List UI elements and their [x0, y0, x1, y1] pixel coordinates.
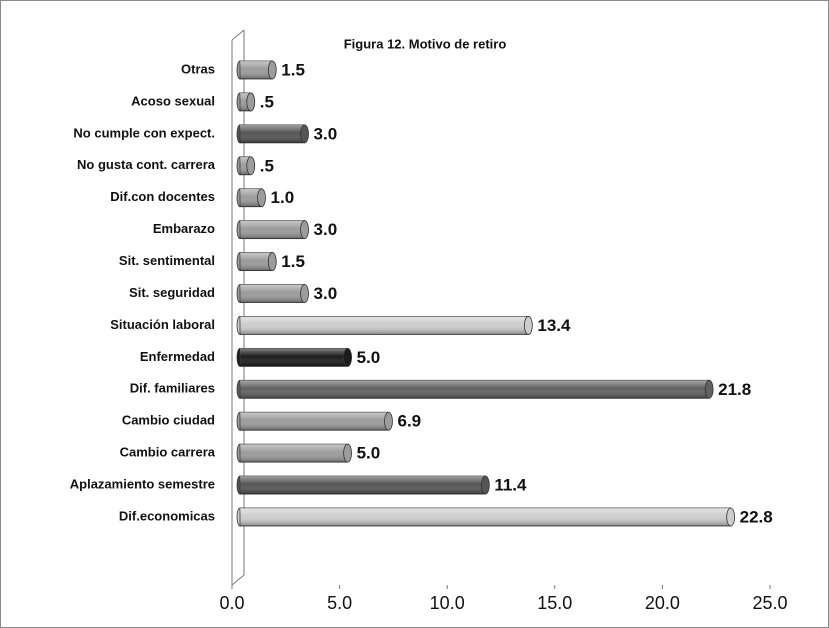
bar-cap [300, 124, 309, 144]
y-tick-label: Embarazo [153, 221, 215, 236]
bar-cap [300, 220, 309, 240]
wall [231, 29, 245, 586]
y-tick-label: No cumple con expect. [73, 125, 215, 140]
y-tick-label: Cambio ciudad [122, 413, 215, 428]
x-tick-label: 15.0 [537, 593, 572, 613]
bar-cap [384, 411, 393, 431]
bar-shade [240, 316, 529, 335]
value-label: 5.0 [357, 444, 381, 463]
value-label: 13.4 [537, 316, 571, 335]
bar-shade [240, 156, 251, 175]
value-label: 1.5 [281, 252, 305, 271]
value-label: 3.0 [314, 124, 338, 143]
value-label: .5 [260, 156, 274, 175]
bar-cap [343, 347, 353, 367]
bar-shade [240, 124, 305, 143]
y-tick-label: Otras [181, 61, 215, 76]
bar-shade [240, 188, 262, 207]
bar-shade [240, 412, 389, 431]
value-label: 22.8 [740, 507, 773, 526]
y-tick-label: Acoso sexual [131, 93, 215, 108]
bar-cap [246, 156, 256, 176]
bar-shade [240, 284, 305, 303]
value-label: 3.0 [314, 220, 338, 239]
value-label: 1.0 [271, 188, 295, 207]
y-tick-label: Sit. seguridad [129, 285, 215, 300]
chart-title: Figura 12. Motivo de retiro [344, 36, 507, 51]
bar-cap [300, 284, 309, 303]
bar-cap [523, 316, 533, 335]
value-label: .5 [260, 92, 274, 111]
y-tick-label: Dif.economicas [119, 508, 215, 523]
value-label: 5.0 [357, 348, 381, 367]
bar-shade [240, 444, 348, 463]
y-tick-label: Cambio carrera [120, 445, 216, 460]
x-tick-label: 5.0 [327, 593, 352, 613]
bar-shade [240, 61, 273, 79]
y-tick-label: Dif.con docentes [110, 189, 215, 204]
value-label: 3.0 [314, 284, 338, 303]
bar-shade [240, 220, 305, 239]
value-label: 1.5 [281, 60, 305, 79]
bar-cap [704, 379, 714, 399]
bar-cap [267, 60, 277, 80]
x-tick-label: 20.0 [645, 593, 680, 613]
y-tick-label: Situación laboral [110, 317, 215, 332]
bar-shade [240, 252, 273, 271]
y-tick-label: Sit. sentimental [119, 253, 215, 268]
y-tick-label: No gusta cont. carrera [77, 157, 216, 172]
bar-cap [343, 443, 353, 463]
bar-shade [240, 476, 486, 495]
bar-cap [246, 92, 256, 112]
bar-shade [240, 380, 710, 399]
bar-cap [480, 475, 490, 495]
x-tick-label: 10.0 [430, 593, 465, 613]
bar-shade [240, 92, 251, 111]
x-tick-label: 0.0 [219, 593, 244, 613]
y-tick-label: Dif. familiares [130, 381, 215, 396]
bar-cap [726, 507, 736, 527]
value-label: 21.8 [718, 380, 751, 399]
y-tick-label: Aplazamiento semestre [70, 477, 215, 492]
y-tick-label: Enfermedad [140, 349, 215, 364]
bar-shade [240, 508, 731, 526]
value-label: 11.4 [494, 476, 527, 495]
bar-cap [257, 188, 266, 208]
value-label: 6.9 [397, 412, 421, 431]
bar-shade [240, 348, 348, 367]
x-tick-label: 25.0 [752, 593, 787, 613]
bar-cap [267, 252, 277, 271]
